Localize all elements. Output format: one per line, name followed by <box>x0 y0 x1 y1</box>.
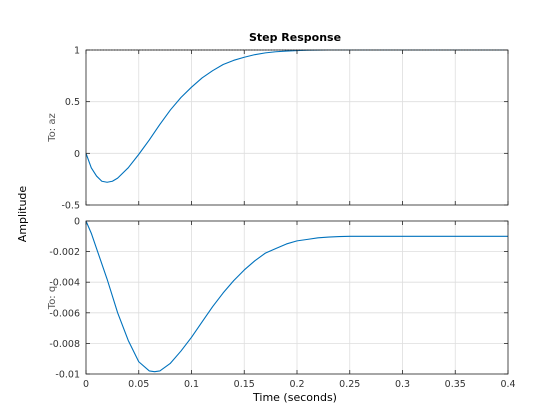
bottom-y-tick-label: -0.002 <box>49 247 80 258</box>
bottom-x-tick-label: 0.25 <box>339 379 360 390</box>
top-y-tick-label: 0.5 <box>65 97 80 108</box>
top-y-tick-label: 1 <box>74 46 80 57</box>
chart-title: Step Response <box>249 31 341 44</box>
top-axes: -0.5 0 0.5 1 To: az <box>47 46 509 212</box>
y-axis-label: Amplitude <box>16 186 29 243</box>
x-axis-label: Time (seconds) <box>252 391 337 404</box>
bottom-x-tick-label: 0.4 <box>500 379 515 390</box>
bottom-y-tick-label: -0.01 <box>55 370 80 381</box>
bottom-y-tick-label: -0.004 <box>49 278 80 289</box>
bottom-y-tick-label: 0 <box>74 217 80 228</box>
bottom-x-tick-label: 0.35 <box>445 379 466 390</box>
top-y-tick-label: -0.5 <box>61 201 80 212</box>
top-output-label: To: az <box>47 113 58 142</box>
top-y-tick-label: 0 <box>74 149 80 160</box>
bottom-x-tick-label: 0.1 <box>184 379 199 390</box>
bottom-x-tick-label: 0.2 <box>289 379 304 390</box>
bottom-x-tick-label: 0.15 <box>234 379 255 390</box>
bottom-output-label: To: q <box>47 286 58 310</box>
bottom-x-tick-label: 0.05 <box>128 379 149 390</box>
bottom-x-tick-label: 0 <box>83 379 89 390</box>
bottom-y-tick-label: -0.006 <box>49 308 80 319</box>
bottom-axes: -0.01 -0.008 -0.006 -0.004 -0.002 0 0 0.05 0.1 0.… <box>47 217 516 391</box>
bottom-y-tick-label: -0.008 <box>49 339 80 350</box>
bottom-x-tick-label: 0.3 <box>395 379 410 390</box>
bottom-response-line <box>85 220 508 373</box>
